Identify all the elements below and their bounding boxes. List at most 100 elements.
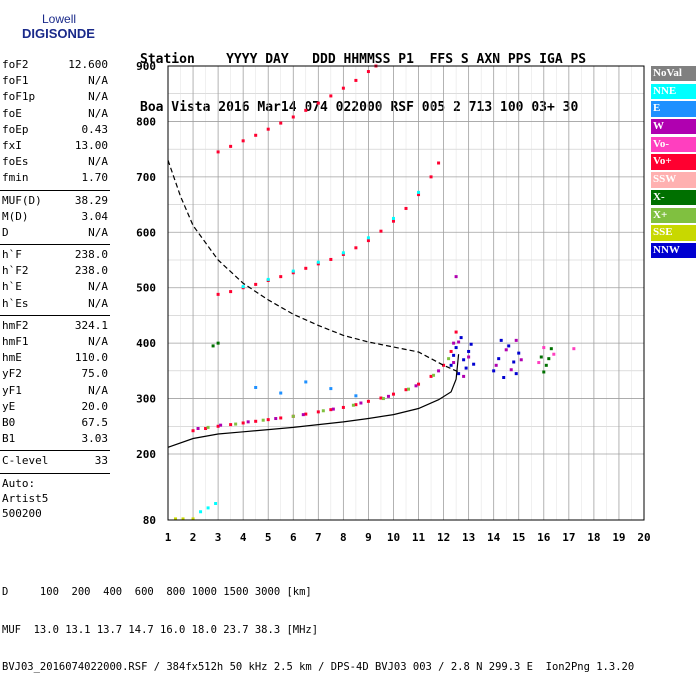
echo-point: [452, 361, 456, 365]
x-tick-label: 10: [387, 531, 400, 544]
echo-point: [279, 121, 283, 125]
station-header: Station YYYY DAY DDD HHMMSS P1 FFS S AXN…: [140, 20, 586, 132]
echo-point: [449, 349, 453, 353]
param-value: 1.70: [81, 171, 109, 185]
echo-point: [391, 219, 395, 223]
param-key: h`E: [2, 280, 22, 294]
param-value: N/A: [88, 74, 108, 88]
echo-point: [404, 206, 408, 210]
echo-point: [254, 282, 258, 286]
auto-line: Auto:: [2, 476, 36, 490]
echo-point: [469, 342, 473, 346]
echo-point: [549, 347, 553, 351]
param-row-h-e: h`E N/A: [0, 279, 110, 295]
echo-point: [437, 369, 441, 373]
param-row-h-f: h`F 238.0: [0, 247, 110, 263]
echo-point: [459, 336, 463, 340]
x-tick-label: 16: [537, 531, 551, 544]
x-tick-label: 19: [612, 531, 625, 544]
param-value: 38.29: [74, 193, 108, 207]
echo-point: [454, 275, 458, 279]
echo-point: [437, 161, 441, 165]
param-key: hmF2: [2, 318, 29, 332]
echo-point: [366, 236, 370, 240]
param-value: 20.0: [81, 399, 109, 413]
echo-point: [449, 363, 453, 367]
param-value: 3.04: [81, 209, 109, 223]
divider: [0, 472, 110, 474]
echo-point: [341, 86, 345, 90]
echo-point: [181, 517, 185, 521]
echo-point: [266, 418, 270, 422]
divider: [0, 450, 110, 452]
echo-point: [191, 429, 195, 433]
divider: [0, 314, 110, 316]
param-row-foe: foE N/A: [0, 106, 110, 122]
echo-point: [381, 397, 385, 401]
param-value: N/A: [88, 335, 108, 348]
echo-point: [457, 372, 461, 376]
echo-point: [316, 410, 320, 414]
echo-point: [514, 372, 518, 376]
param-key: h`Es: [2, 296, 29, 310]
param-key: hmF1: [2, 335, 29, 348]
echo-point: [266, 277, 270, 281]
param-key: C-level: [2, 454, 49, 468]
x-tick-label: 7: [315, 531, 322, 544]
x-tick-label: 1: [165, 531, 172, 544]
x-tick-label: 12: [437, 531, 450, 544]
legend-item-x-: X-: [651, 189, 696, 206]
param-key: h`F: [2, 248, 22, 262]
param-row-foes: foEs N/A: [0, 154, 110, 170]
param-row-yf1: yF1 N/A: [0, 383, 110, 399]
echo-point: [291, 414, 295, 418]
echo-point: [417, 382, 421, 386]
echo-point: [354, 403, 358, 407]
echo-point: [229, 144, 233, 148]
echo-point: [304, 108, 308, 112]
x-tick-label: 4: [240, 531, 247, 544]
echo-point: [301, 413, 305, 417]
legend-item-noval: NoVal: [651, 66, 696, 82]
param-value: N/A: [88, 280, 108, 294]
echo-point: [216, 292, 220, 296]
echo-point: [321, 409, 325, 413]
echo-point: [507, 344, 511, 348]
echo-point: [241, 139, 245, 143]
echo-point: [329, 257, 333, 261]
param-key: M(D): [2, 209, 29, 223]
echo-point: [552, 352, 556, 356]
header-labels: Station YYYY DAY DDD HHMMSS P1 FFS S AXN…: [140, 52, 587, 67]
echo-point: [517, 351, 521, 355]
echo-point: [572, 347, 576, 351]
logo-line1: Lowell: [42, 12, 77, 26]
echo-point: [204, 427, 208, 431]
echo-point: [206, 506, 210, 510]
echo-point: [539, 355, 543, 359]
param-row-fmin: fmin 1.70: [0, 170, 110, 186]
echo-point: [341, 405, 345, 409]
param-value: 67.5: [81, 415, 109, 429]
echo-point: [316, 262, 320, 266]
param-key: fxI: [2, 138, 22, 152]
echo-point: [206, 425, 210, 429]
echo-point: [279, 416, 283, 420]
param-value: 324.1: [74, 318, 108, 332]
x-tick-label: 6: [290, 531, 297, 544]
param-value: N/A: [88, 155, 108, 169]
echo-point: [316, 260, 320, 264]
param-group-confidence: C-level 33: [0, 453, 110, 469]
echo-point: [291, 269, 295, 273]
echo-point: [497, 357, 501, 361]
echo-point: [216, 341, 220, 345]
echo-point: [537, 361, 541, 365]
param-row-fof1: foF1 N/A: [0, 73, 110, 89]
echo-point: [354, 246, 358, 250]
header-values: Boa Vista 2016 Mar14 074 022000 RSF 005 …: [140, 100, 579, 115]
auto-line: Artist5: [2, 491, 49, 505]
param-row-hmf2: hmF2 324.1: [0, 318, 110, 334]
echo-point: [329, 387, 333, 391]
echo-point: [404, 388, 408, 392]
echo-point: [391, 216, 395, 220]
param-row-yf2: yF2 75.0: [0, 366, 110, 382]
